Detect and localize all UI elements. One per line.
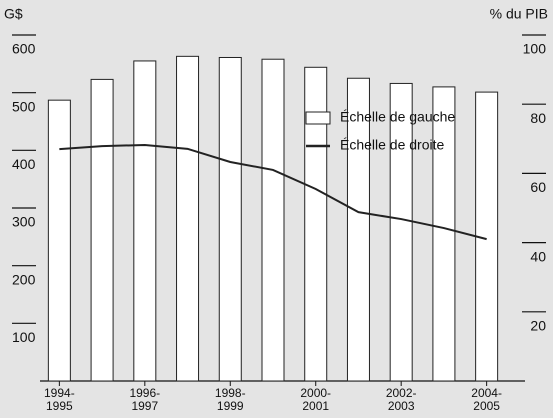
y2-tick-label: 40 — [530, 248, 546, 264]
bar — [432, 86, 456, 382]
y-tick-label: 600 — [12, 41, 36, 57]
y-tick-label: 500 — [12, 98, 36, 114]
y2-tick-label: 100 — [523, 41, 547, 57]
x-tick-label: 2002-2003 — [385, 386, 417, 413]
y-tick-label: 400 — [12, 156, 36, 172]
y-axis-title: G$ — [4, 6, 23, 22]
y2-axis-title: % du PIB — [490, 6, 548, 22]
x-tick-label: 1996-1997 — [129, 386, 161, 413]
bar — [346, 77, 370, 382]
y-tick-label: 300 — [12, 214, 36, 230]
x-tick-label: 2000-2001 — [300, 386, 332, 413]
x-tick-label: 2004-2005 — [471, 386, 502, 413]
bar — [176, 55, 200, 382]
bar — [47, 99, 71, 382]
bar — [218, 56, 242, 382]
y2-tick-label: 80 — [530, 110, 546, 126]
y-tick-label: 200 — [12, 271, 36, 287]
legend-swatch — [305, 111, 331, 125]
x-tick-label: 1994-1995 — [44, 386, 75, 413]
y-tick-label: 100 — [12, 329, 36, 345]
y2-tick-label: 60 — [530, 179, 546, 195]
bar — [133, 60, 157, 382]
legend-label: Échelle de gauche — [340, 109, 455, 125]
line — [59, 144, 487, 241]
bar — [261, 58, 285, 382]
legend-label: Échelle de droite — [340, 137, 445, 153]
y2-tick-label: 20 — [530, 318, 546, 334]
bar — [389, 82, 413, 382]
x-tick-label: 1998-1999 — [214, 386, 246, 413]
bar — [90, 78, 114, 382]
